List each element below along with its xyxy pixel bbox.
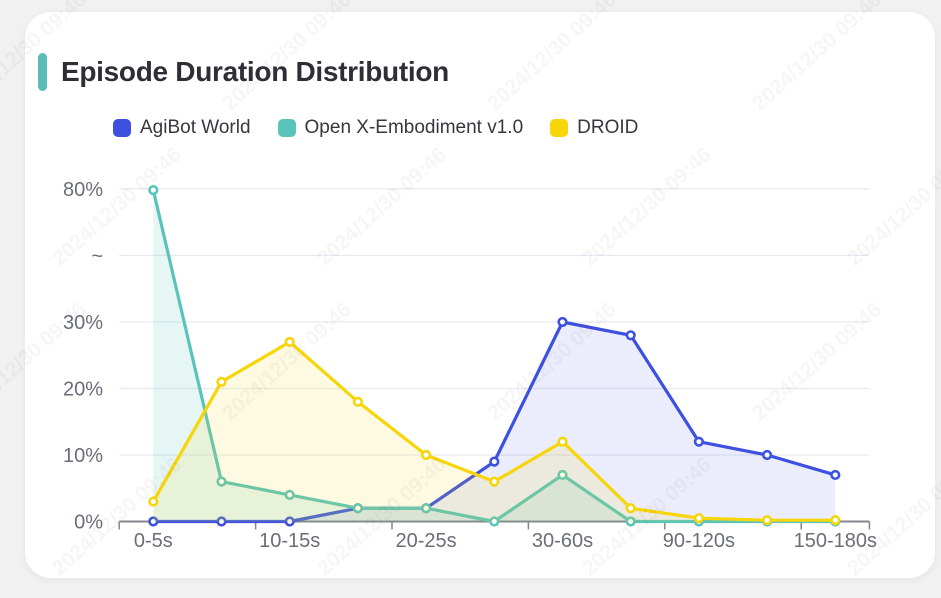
page-title: Episode Duration Distribution [61, 56, 449, 87]
x-axis-tick-label: 150-180s [794, 530, 877, 552]
legend-item-open-x-embodiment-v1-0[interactable]: Open X-Embodiment v1.0 [277, 117, 524, 139]
legend-swatch-icon [277, 119, 296, 137]
data-point-agibot-world[interactable] [284, 516, 295, 527]
data-point-droid[interactable] [489, 476, 500, 487]
legend-swatch-icon [113, 119, 131, 137]
data-point-droid[interactable] [761, 515, 773, 526]
data-point-agibot-world[interactable] [557, 316, 568, 328]
legend-item-droid[interactable]: DROID [550, 117, 638, 139]
data-point-droid[interactable] [625, 503, 636, 514]
data-point-open-x-embodiment-v1-0[interactable] [489, 516, 500, 527]
data-point-agibot-world[interactable] [216, 516, 227, 527]
data-point-open-x-embodiment-v1-0[interactable] [216, 476, 227, 487]
data-point-droid[interactable] [148, 496, 159, 507]
data-point-droid[interactable] [693, 513, 705, 524]
legend-item-agibot-world[interactable]: AgiBot World [113, 117, 251, 139]
x-axis-tick-label: 30-60s [532, 530, 593, 552]
data-point-droid[interactable] [352, 396, 364, 407]
data-point-open-x-embodiment-v1-0[interactable] [625, 516, 636, 527]
x-axis-tick-label: 20-25s [396, 530, 457, 552]
data-point-droid[interactable] [216, 376, 227, 387]
series-area-agibot-world [153, 322, 836, 522]
data-point-droid[interactable] [830, 515, 841, 526]
y-axis-tick-label: ~ [91, 245, 103, 267]
data-point-agibot-world[interactable] [693, 436, 705, 447]
data-point-agibot-world[interactable] [148, 516, 159, 527]
x-axis-tick-label: 0-5s [134, 530, 173, 552]
legend-item-label: Open X-Embodiment v1.0 [304, 117, 524, 138]
data-point-open-x-embodiment-v1-0[interactable] [557, 469, 568, 481]
data-point-droid[interactable] [284, 336, 295, 348]
legend-swatch-icon [550, 119, 569, 137]
data-point-droid[interactable] [421, 449, 432, 461]
legend-item-label: AgiBot World [140, 117, 251, 138]
data-point-agibot-world[interactable] [489, 456, 500, 467]
data-point-open-x-embodiment-v1-0[interactable] [148, 185, 159, 196]
x-axis-tick-label: 90-120s [663, 530, 735, 552]
data-point-agibot-world[interactable] [761, 449, 773, 461]
chart-legend: AgiBot World Open X-Embodiment v1.0 DROID [113, 117, 638, 139]
y-axis-tick-label: 80% [63, 179, 103, 201]
data-point-open-x-embodiment-v1-0[interactable] [284, 489, 295, 501]
series-area-droid [153, 341, 836, 522]
title-row: Episode Duration Distribution [38, 53, 449, 91]
data-point-open-x-embodiment-v1-0[interactable] [352, 503, 364, 514]
title-accent-bar [38, 53, 47, 91]
legend-item-label: DROID [577, 117, 639, 138]
y-axis-tick-label: 0% [74, 512, 103, 534]
data-point-droid[interactable] [557, 436, 568, 447]
data-point-open-x-embodiment-v1-0[interactable] [421, 503, 432, 514]
data-point-agibot-world[interactable] [625, 330, 636, 341]
series-area-open-x-embodiment-v1-0 [153, 190, 836, 522]
x-axis-tick-label: 10-15s [259, 530, 320, 552]
y-axis-tick-label: 10% [63, 445, 103, 467]
y-axis-tick-label: 20% [63, 379, 103, 401]
y-axis-tick-label: 30% [63, 312, 103, 334]
data-point-agibot-world[interactable] [830, 469, 841, 481]
